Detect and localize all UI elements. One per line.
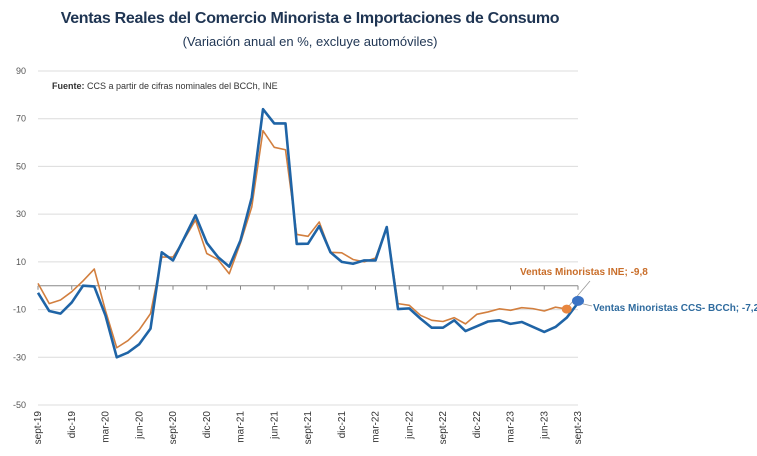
x-tick-label: jun-20 <box>134 411 145 440</box>
y-tick-label: 30 <box>16 209 26 219</box>
end-point-marker-ccs <box>572 295 584 306</box>
y-tick-label: 10 <box>16 257 26 267</box>
x-tick-label: mar-22 <box>371 411 382 443</box>
y-tick-label: 50 <box>16 161 26 171</box>
x-tick-label: mar-21 <box>236 411 247 443</box>
x-tick-label: dic-19 <box>67 411 78 439</box>
source-note: Fuente: CCS a partir de cifras nominales… <box>52 81 278 91</box>
label-leader-line <box>582 303 593 307</box>
source-text: CCS a partir de cifras nominales del BCC… <box>85 81 278 91</box>
y-tick-label: 90 <box>16 66 26 76</box>
y-tick-label: -30 <box>13 352 26 362</box>
series-line-ccs <box>36 107 580 359</box>
x-tick-label: dic-21 <box>337 411 348 439</box>
series-label-ine: Ventas Minoristas INE; -9,8 <box>520 267 648 278</box>
y-tick-label: -10 <box>13 305 26 315</box>
x-tick-label: sept-19 <box>33 411 44 445</box>
x-tick-label: mar-20 <box>101 411 112 443</box>
x-tick-label: jun-21 <box>269 411 280 440</box>
x-tick-label: sept-23 <box>573 411 584 445</box>
x-tick-label: jun-22 <box>404 411 415 440</box>
series-line-ine <box>37 129 567 349</box>
end-point-marker-ine <box>561 304 572 314</box>
x-tick-label: dic-22 <box>472 411 483 439</box>
x-tick-label: dic-20 <box>202 411 213 439</box>
source-label: Fuente: <box>52 81 85 91</box>
x-tick-label: jun-23 <box>539 411 550 440</box>
y-tick-label: 70 <box>16 114 26 124</box>
y-tick-label: -50 <box>13 400 26 410</box>
x-tick-label: sept-20 <box>168 411 179 445</box>
x-tick-label: sept-22 <box>438 411 449 445</box>
chart-subtitle: (Variación anual en %, excluye automóvil… <box>182 34 438 49</box>
chart-title: Ventas Reales del Comercio Minorista e I… <box>60 10 560 27</box>
x-tick-label: mar-23 <box>506 411 517 443</box>
series-label-ccs: Ventas Minoristas CCS- BCCh; -7,2 <box>593 303 757 314</box>
x-tick-label: sept-21 <box>303 411 314 445</box>
